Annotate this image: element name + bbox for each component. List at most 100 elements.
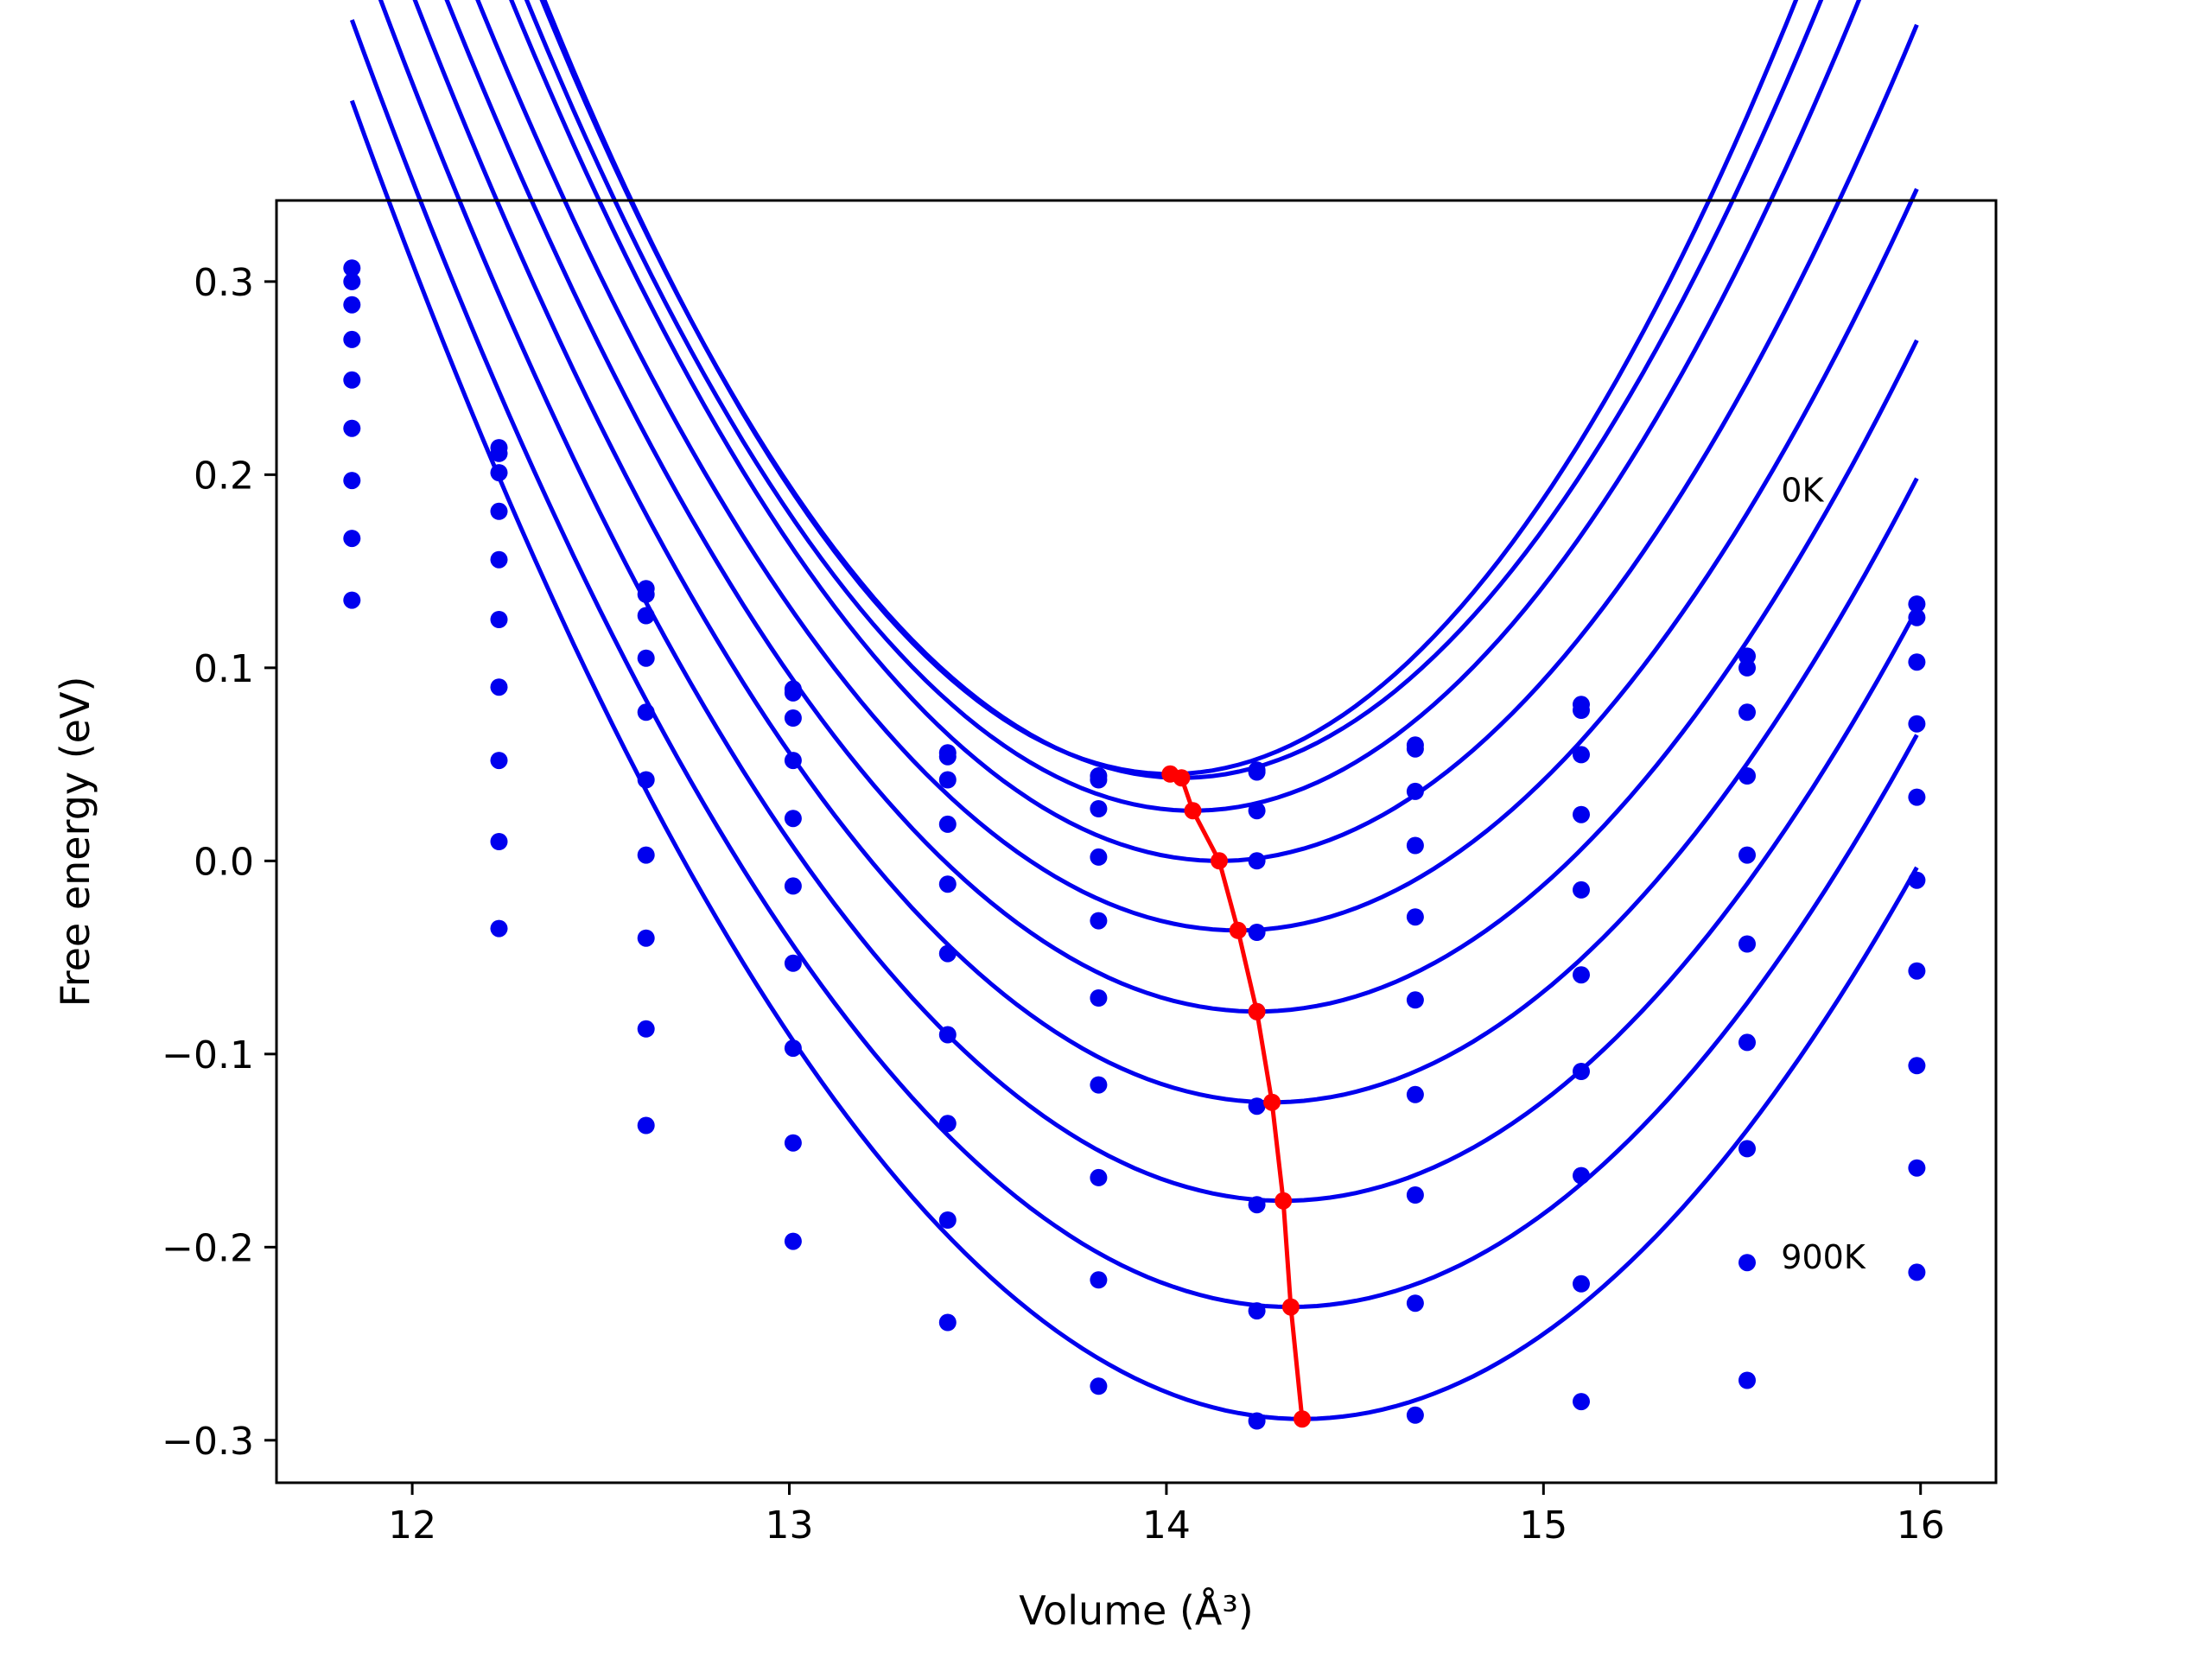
data-point [1406,1294,1424,1313]
data-point [938,1211,957,1229]
data-point [1090,771,1108,789]
data-point [1248,1412,1266,1430]
minimum-point [1274,1192,1293,1210]
data-point [1738,1254,1756,1272]
data-point [1908,653,1926,671]
data-point [1248,1196,1266,1214]
fit-curve-6 [444,0,1919,1014]
data-point [1738,703,1756,721]
data-point [938,747,957,766]
data-point [343,472,361,490]
data-point [784,810,802,828]
minimum-point [1211,852,1228,870]
data-point [637,846,655,864]
data-point [1248,1302,1266,1320]
fit-curve-7 [412,0,1919,1105]
data-point [1090,800,1108,817]
y-axis-label: Free energy (eV) [52,677,99,1007]
data-point [1738,935,1756,953]
data-point [1090,912,1108,930]
x-tick-label: 13 [766,1503,814,1548]
data-point [1248,763,1266,781]
data-point [1908,715,1926,733]
series-9 [343,19,1926,1320]
fit-curve-5 [475,0,1919,933]
y-tick-label: 0.2 [194,454,254,498]
data-point [784,709,802,727]
data-point [1738,1140,1756,1158]
data-point [1090,989,1108,1007]
data-point [343,259,361,277]
data-point [1406,908,1424,926]
data-point [1406,1186,1424,1204]
data-point [490,611,508,628]
data-point [1738,658,1756,677]
data-point [343,296,361,314]
data-point [938,815,957,833]
data-point [1738,846,1756,864]
data-point [1090,1168,1108,1186]
data-point [1406,1085,1424,1103]
fit-curve-2 [539,0,1824,780]
data-point [637,929,655,947]
data-point [637,649,655,667]
data-point [1908,1263,1926,1281]
data-point [490,550,508,569]
data-point [1908,962,1926,980]
y-tick-label: 0.1 [194,647,254,691]
fit-curve-4 [509,0,1919,863]
data-point [1573,805,1590,823]
x-tick-label: 16 [1897,1503,1945,1548]
data-point [1090,1271,1108,1289]
y-tick-label: −0.2 [162,1226,254,1270]
fit-curve-8 [378,0,1919,1204]
data-point [1248,1097,1266,1116]
minimum-point [1294,1410,1311,1428]
data-point [1406,740,1424,758]
y-tick-label: 0.0 [194,840,254,884]
minimum-point [1248,1002,1266,1020]
series-3 [343,0,1926,820]
axis-ticks: 12 13 14 15 16 0.3 0.2 0.1 0.0 −0.1 −0.2 −0.3 [162,261,1945,1548]
y-tick-label: −0.3 [162,1420,254,1464]
x-tick-label: 15 [1519,1503,1567,1548]
data-point [490,678,508,696]
series-6 [343,0,1926,1020]
minima-line [1169,772,1305,1420]
data-point [490,919,508,938]
data-point [1090,848,1108,866]
data-point [1406,991,1424,1009]
x-tick-label: 14 [1142,1503,1191,1548]
data-point [1406,1406,1424,1424]
data-point [343,530,361,548]
data-point [490,502,508,520]
data-point [1248,802,1266,820]
data-point [1573,966,1590,984]
data-point [784,954,802,972]
data-point [1738,1033,1756,1052]
data-point [1908,595,1926,613]
data-point [1573,1393,1590,1411]
data-point [938,771,957,789]
data-point [1573,702,1590,719]
annotation-label: 0K [1781,472,1824,510]
plot-area [343,0,1926,1430]
series-5 [343,0,1926,941]
minima-series [1161,765,1311,1428]
data-point [1248,852,1266,870]
x-tick-label: 12 [388,1503,436,1548]
series-10 [349,99,1926,1430]
minimum-point [1229,921,1247,939]
data-point [1573,880,1590,899]
data-point [490,752,508,770]
data-point [637,1020,655,1038]
data-point [490,444,508,462]
minimum-point [1281,1298,1300,1316]
annotations: 0K 900K [1781,472,1866,1276]
data-point [1248,924,1266,941]
data-point [1406,836,1424,855]
data-point [1573,1274,1590,1293]
data-point [784,877,802,895]
